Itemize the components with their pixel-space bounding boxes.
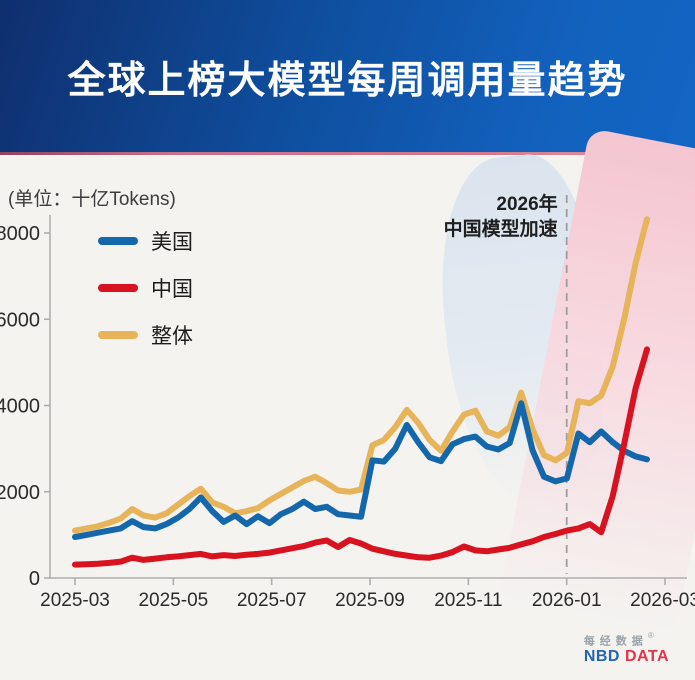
series-line-china [72, 346, 650, 568]
registered-mark: ® [647, 630, 654, 640]
y-tick-label: 8000 [0, 223, 40, 245]
x-tick-label: 2025-07 [237, 590, 307, 611]
y-tick-label: 0 [29, 568, 40, 590]
legend-swatch-usa [98, 237, 138, 245]
y-tick-label: 2000 [0, 482, 40, 504]
page-title: 全球上榜大模型每周调用量趋势 [67, 59, 628, 102]
series-line-overall [72, 216, 650, 534]
series-line-usa [72, 400, 650, 540]
legend-item-china: 中国 [98, 275, 193, 301]
legend-item-overall: 整体 [98, 322, 193, 348]
chart-legend: 美国 中国 整体 [98, 228, 193, 369]
banner-underline-divider [0, 152, 695, 155]
x-tick-label: 2026-03 [630, 590, 695, 611]
brand-nbd-text: NBD [583, 648, 620, 665]
x-tick-label: 2026-01 [532, 590, 602, 611]
y-tick-label: 4000 [0, 396, 40, 418]
title-banner: 全球上榜大模型每周调用量趋势 [0, 0, 695, 152]
brand-data-text: DATA [624, 648, 669, 665]
legend-swatch-overall [98, 331, 138, 339]
annotation-line1: 2026年 [496, 192, 557, 215]
nbd-data-logo: 每经数据® NBD DATA [584, 629, 669, 666]
legend-label-usa: 美国 [151, 231, 193, 254]
annotation-line2: 中国模型加速 [444, 217, 558, 240]
x-tick-label: 2025-09 [335, 590, 405, 611]
y-tick-label: 6000 [0, 309, 40, 331]
x-tick-label: 2025-11 [434, 590, 502, 611]
legend-swatch-china [98, 284, 138, 292]
brand-chinese-text: 每经数据 [583, 635, 648, 647]
unit-label: (单位：十亿Tokens) [8, 189, 176, 210]
x-tick-label: 2025-05 [138, 590, 208, 611]
legend-label-overall: 整体 [151, 325, 193, 348]
legend-label-china: 中国 [151, 278, 193, 301]
x-tick-label: 2025-03 [40, 590, 110, 611]
legend-item-usa: 美国 [98, 228, 193, 254]
